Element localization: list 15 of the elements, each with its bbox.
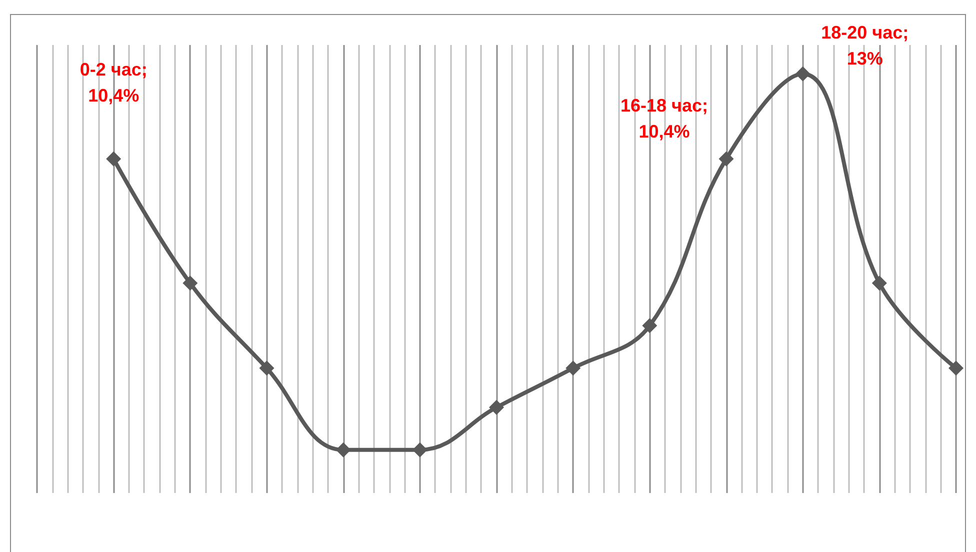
data-label: 16-18 час; 10,4%: [620, 95, 708, 142]
point: [872, 276, 887, 291]
point: [489, 400, 504, 415]
point: [948, 360, 964, 376]
point: [642, 318, 658, 334]
data-label: 18-20 час; 13%: [821, 22, 909, 68]
point: [182, 276, 198, 291]
point: [106, 151, 122, 166]
point: [718, 151, 734, 166]
point: [336, 442, 351, 458]
point: [259, 360, 274, 376]
point: [566, 360, 581, 376]
point: [795, 66, 810, 82]
data-label: 0-2 час; 10,4%: [80, 59, 148, 106]
point: [412, 442, 428, 458]
